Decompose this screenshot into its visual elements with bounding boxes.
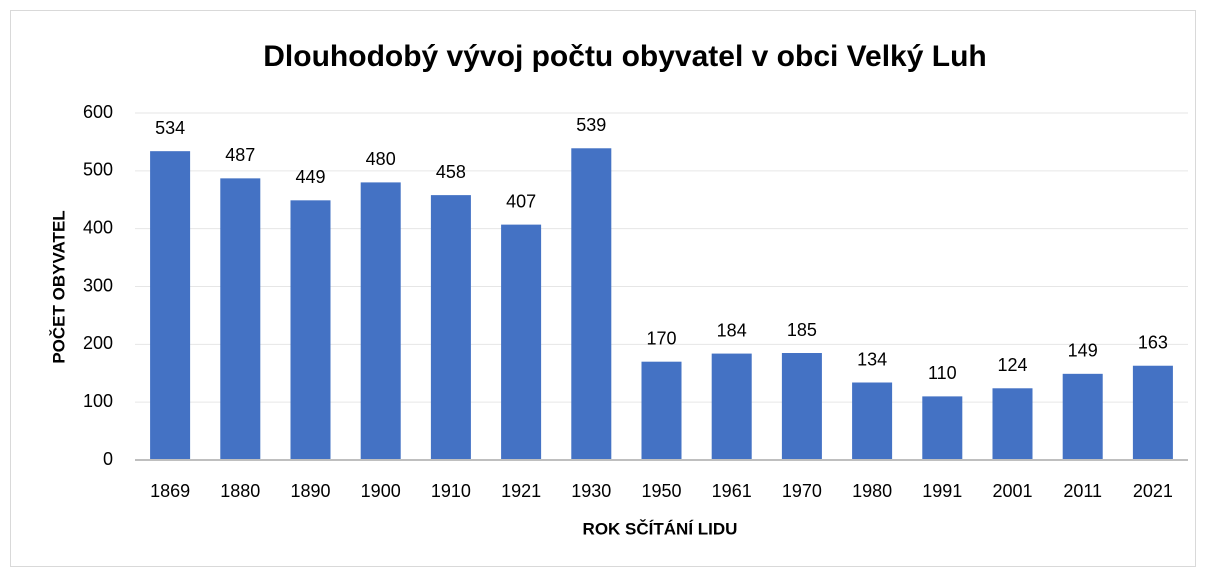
x-tick-label: 1890 [290,481,330,501]
x-tick-label: 2011 [1063,481,1102,501]
bar [711,353,752,460]
x-tick-label: 1961 [712,481,752,501]
x-tick-label: 1900 [361,481,401,501]
data-label: 407 [506,191,536,211]
y-tick-label: 500 [83,160,113,180]
y-tick-label: 300 [83,275,113,295]
bar [1132,365,1173,460]
data-label: 184 [717,320,747,340]
bar [1062,373,1103,460]
x-tick-label: 1880 [220,481,260,501]
data-label: 480 [366,149,396,169]
bar [781,353,822,460]
y-tick-label: 400 [83,217,113,237]
x-axis-label: ROK SČÍTÁNÍ LIDU [583,519,738,538]
y-tick-label: 200 [83,333,113,353]
x-tick-label: 1930 [571,481,611,501]
bar [290,200,331,460]
bar [360,182,401,460]
bar [992,388,1033,460]
bar [641,361,682,460]
y-tick-label: 100 [83,391,113,411]
x-tick-label: 1921 [501,481,541,501]
data-label: 534 [155,118,185,138]
x-tick-label: 1991 [922,481,962,501]
y-tick-label: 0 [103,449,113,469]
data-label: 110 [928,363,957,383]
data-label: 449 [295,167,325,187]
y-axis-label: POČET OBYVATEL [49,210,68,363]
x-tick-label: 1980 [852,481,892,501]
data-label: 170 [646,328,676,348]
x-tick-label: 1950 [641,481,681,501]
chart-title: Dlouhodobý vývoj počtu obyvatel v obci V… [263,40,986,73]
bar [430,195,471,460]
bar [852,382,893,460]
bar [220,178,261,460]
x-tick-label: 2001 [992,481,1032,501]
data-label: 163 [1138,332,1168,352]
data-label: 134 [857,349,887,369]
bar [501,224,542,460]
data-label: 458 [436,162,466,182]
data-label: 149 [1068,341,1098,361]
y-tick-label: 600 [83,102,113,122]
x-tick-label: 1970 [782,481,822,501]
bar [571,148,612,461]
data-label: 487 [225,145,255,165]
bar [922,396,963,460]
data-label: 124 [997,355,1027,375]
data-label: 185 [787,320,817,340]
data-label: 539 [576,115,606,135]
x-tick-label: 1869 [150,481,190,501]
bar [150,151,191,461]
x-tick-label: 1910 [431,481,471,501]
x-tick-label: 2021 [1133,481,1173,501]
